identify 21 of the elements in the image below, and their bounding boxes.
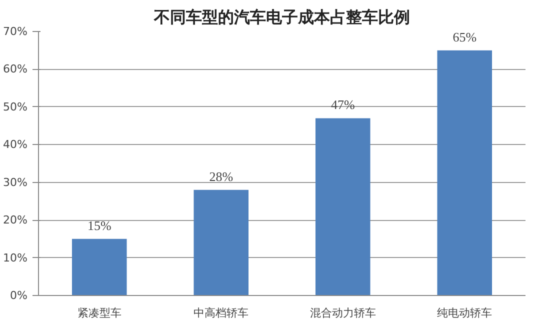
data-label: 65%	[452, 29, 477, 44]
x-tick-label: 混合动力轿车	[310, 306, 376, 320]
x-tick-label: 紧凑型车	[77, 306, 122, 320]
data-label: 28%	[209, 168, 234, 184]
bar	[437, 50, 492, 296]
y-tick-label: 0%	[10, 289, 28, 302]
data-label: 47%	[330, 97, 355, 112]
y-tick-label: 30%	[3, 176, 28, 189]
bar	[194, 190, 249, 296]
bar	[72, 238, 127, 296]
y-tick-label: 20%	[3, 214, 28, 227]
x-tick-label: 纯电动轿车	[437, 306, 492, 320]
y-tick-label: 70%	[3, 25, 28, 38]
y-tick-label: 10%	[3, 251, 28, 264]
x-tick-label: 中高档轿车	[194, 306, 249, 320]
chart-title: 不同车型的汽车电子成本占整车比例	[153, 8, 410, 26]
data-label: 15%	[87, 218, 112, 233]
y-tick-label: 40%	[3, 138, 28, 152]
y-tick-label: 60%	[3, 62, 28, 76]
y-tick-label: 50%	[3, 100, 28, 114]
bar	[315, 118, 370, 296]
